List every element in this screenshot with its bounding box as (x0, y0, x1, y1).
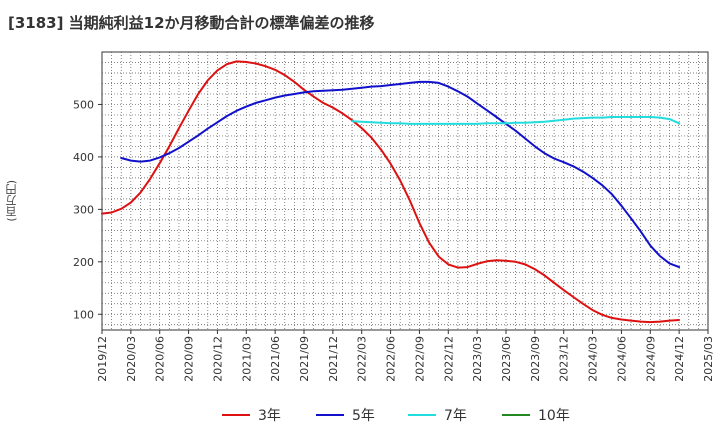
x-tick-label: 2024/03 (587, 336, 600, 382)
x-tick-label: 2021/03 (240, 336, 253, 382)
x-tick-label: 2022/06 (385, 336, 398, 382)
legend-swatch (316, 414, 344, 416)
legend-label: 3年 (258, 408, 281, 424)
legend: 3年 5年 7年 10年 (0, 405, 720, 425)
series-line-5年 (120, 80, 681, 269)
legend-swatch (408, 414, 436, 416)
legend-label: 7年 (444, 408, 467, 424)
legend-item: 3年 (222, 405, 281, 425)
y-tick-label: 400 (73, 151, 94, 164)
x-tick-label: 2023/06 (500, 336, 513, 382)
series-line-3年 (101, 60, 681, 324)
chart-title: [3183] 当期純利益12か月移動合計の標準偏差の推移 (8, 14, 375, 32)
x-tick-label: 2022/03 (356, 336, 369, 382)
grid (102, 52, 708, 330)
x-tick-label: 2021/06 (269, 336, 282, 382)
x-tick-label: 2024/12 (673, 336, 686, 382)
x-tick-label: 2023/03 (471, 336, 484, 382)
legend-swatch (502, 414, 530, 416)
x-tick-label: 2023/12 (558, 336, 571, 382)
x-tick-label: 2024/06 (615, 336, 628, 382)
x-tick-label: 2020/09 (183, 336, 196, 382)
y-tick-label: 500 (73, 98, 94, 111)
x-tick-label: 2023/09 (529, 336, 542, 382)
legend-item: 10年 (502, 405, 570, 425)
x-tick-label: 2020/12 (211, 336, 224, 382)
y-tick-label: 100 (73, 308, 94, 321)
x-tick-label: 2020/06 (154, 336, 167, 382)
x-tick-label: 2022/09 (413, 336, 426, 382)
legend-label: 5年 (352, 408, 375, 424)
legend-item: 5年 (316, 405, 375, 425)
x-tick-label: 2021/09 (298, 336, 311, 382)
x-tick-label: 2024/09 (644, 336, 657, 382)
y-tick-label: 200 (73, 256, 94, 269)
x-tick-label: 2020/03 (125, 336, 138, 382)
x-tick-label: 2022/12 (442, 336, 455, 382)
legend-swatch (222, 414, 250, 416)
legend-label: 10年 (538, 408, 570, 424)
x-tick-label: 2019/12 (96, 336, 109, 382)
legend-item: 7年 (408, 405, 467, 425)
x-tick-label: 2021/12 (327, 336, 340, 382)
x-tick-label: 2025/03 (702, 336, 715, 382)
series-line-7年 (351, 116, 681, 125)
y-tick-label: 300 (73, 203, 94, 216)
